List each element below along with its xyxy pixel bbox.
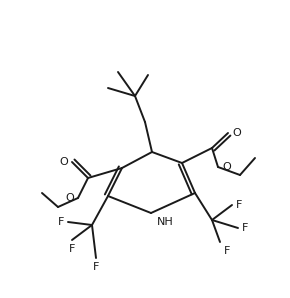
Text: O: O (232, 128, 241, 138)
Text: O: O (65, 193, 74, 203)
Text: O: O (59, 157, 68, 167)
Text: F: F (69, 244, 75, 254)
Text: F: F (93, 262, 99, 272)
Text: O: O (222, 162, 231, 172)
Text: F: F (236, 200, 242, 210)
Text: F: F (224, 246, 230, 256)
Text: NH: NH (157, 217, 174, 227)
Text: F: F (242, 223, 248, 233)
Text: F: F (58, 217, 64, 227)
